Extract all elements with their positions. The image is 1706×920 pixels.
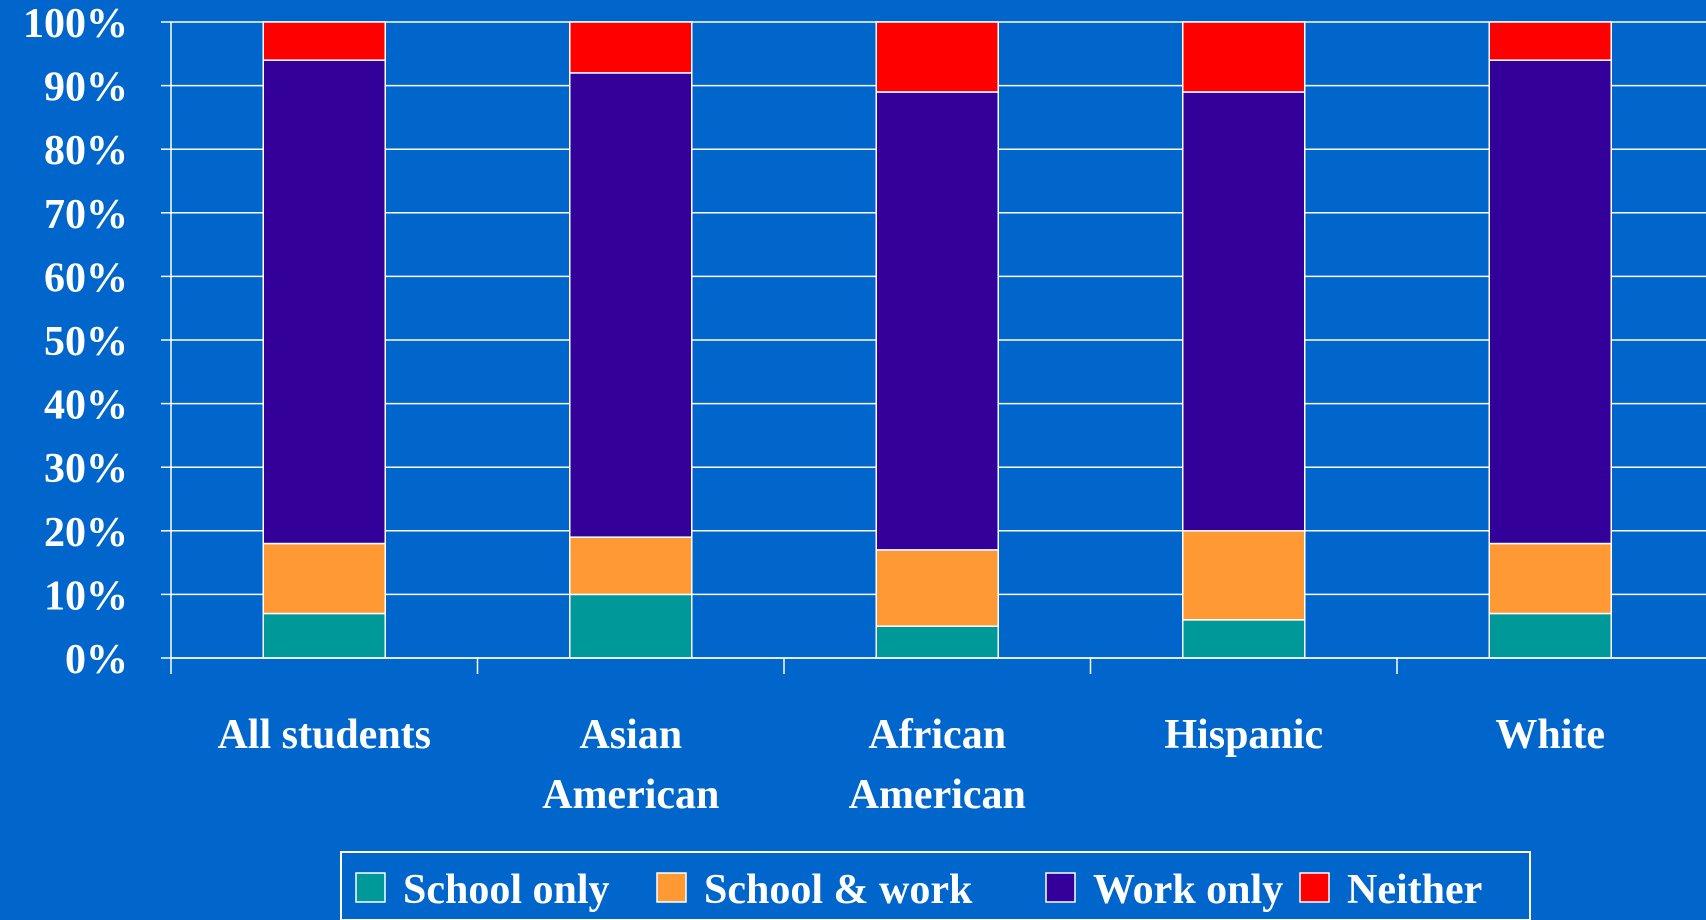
y-tick-label: 100% bbox=[23, 1, 128, 47]
x-category-label: Hispanic bbox=[1164, 712, 1323, 758]
legend-label: Work only bbox=[1093, 867, 1283, 913]
x-category-label: Asian bbox=[579, 712, 682, 758]
x-category-label: All students bbox=[217, 712, 431, 758]
y-tick-label: 70% bbox=[44, 192, 128, 238]
y-tick-label: 90% bbox=[44, 65, 128, 111]
y-tick-label: 0% bbox=[65, 637, 128, 683]
x-axis-category-labels: All students Asian American African American… bbox=[217, 712, 1605, 818]
bar-segment bbox=[262, 542, 386, 615]
legend-box bbox=[340, 851, 1531, 920]
legend-label: School & work bbox=[704, 867, 973, 913]
bar-segment bbox=[1488, 59, 1612, 545]
bar-segment bbox=[875, 625, 999, 659]
x-category-label: American bbox=[542, 772, 719, 818]
bar-segment bbox=[569, 536, 693, 596]
bar-segment bbox=[1182, 619, 1306, 659]
y-tick-label: 30% bbox=[44, 446, 128, 492]
bar-segment bbox=[875, 21, 999, 93]
legend-label: Neither bbox=[1347, 867, 1482, 913]
bar-segment bbox=[875, 549, 999, 627]
bar-segment bbox=[262, 21, 386, 61]
y-tick-label: 20% bbox=[44, 510, 128, 556]
bar-segment bbox=[1182, 91, 1306, 532]
legend-swatch bbox=[355, 872, 386, 903]
bar-segment bbox=[1488, 542, 1612, 615]
y-tick-label: 10% bbox=[44, 573, 128, 619]
bar-segment bbox=[569, 593, 693, 659]
bar-segment bbox=[1488, 612, 1612, 659]
y-tick-label: 50% bbox=[44, 319, 128, 365]
bars bbox=[262, 21, 1612, 659]
y-tick-label: 80% bbox=[44, 128, 128, 174]
bar-segment bbox=[262, 612, 386, 659]
y-axis-tick-labels: 0% 10% 20% 30% 40% 50% 60% 70% 80% 90% 100% bbox=[23, 1, 128, 683]
legend-label: School only bbox=[403, 867, 610, 913]
bar-segment bbox=[1182, 21, 1306, 93]
bar-segment bbox=[569, 72, 693, 538]
y-tick-label: 40% bbox=[44, 383, 128, 429]
axes bbox=[161, 21, 1706, 674]
legend: School only School & work Work only Neither bbox=[340, 851, 1531, 920]
bar-segment bbox=[569, 21, 693, 74]
x-category-label: African bbox=[868, 712, 1006, 758]
legend-swatch bbox=[1299, 872, 1330, 903]
y-tick-label: 60% bbox=[44, 255, 128, 301]
bar-segment bbox=[262, 59, 386, 545]
x-category-label: American bbox=[849, 772, 1026, 818]
legend-swatch bbox=[656, 872, 687, 903]
legend-swatch bbox=[1045, 872, 1076, 903]
bar-segment bbox=[1488, 21, 1612, 61]
bar-segment bbox=[1182, 530, 1306, 621]
bar-segment bbox=[875, 91, 999, 551]
x-category-label: White bbox=[1495, 712, 1605, 758]
